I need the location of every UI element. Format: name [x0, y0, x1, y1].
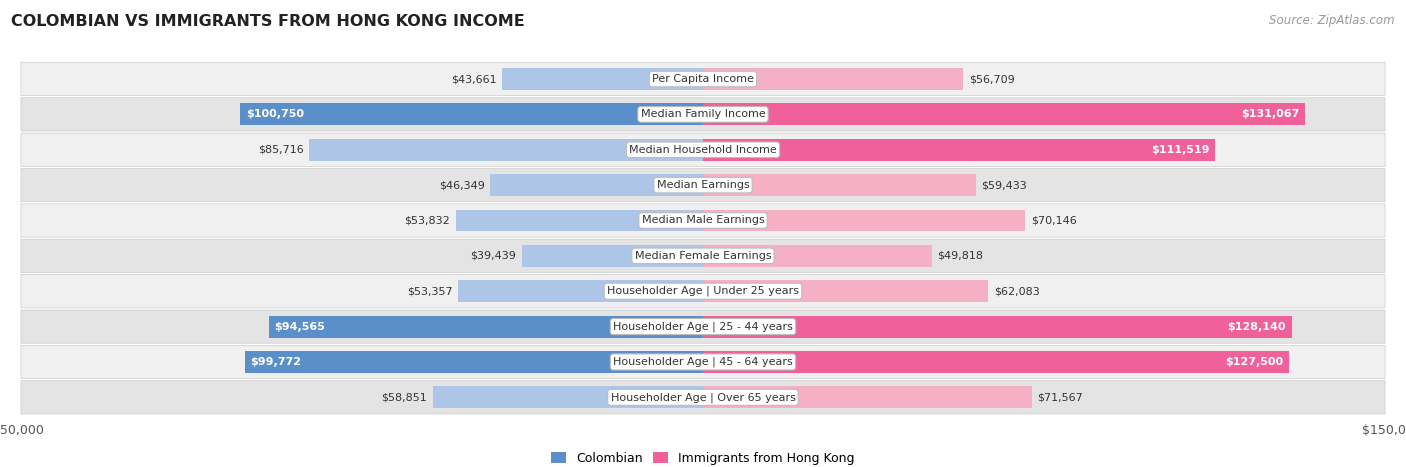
Text: $53,357: $53,357: [406, 286, 453, 296]
Text: $58,851: $58,851: [381, 392, 427, 402]
FancyBboxPatch shape: [21, 133, 1385, 166]
Text: Householder Age | 45 - 64 years: Householder Age | 45 - 64 years: [613, 357, 793, 367]
Text: $131,067: $131,067: [1241, 109, 1299, 120]
Text: Source: ZipAtlas.com: Source: ZipAtlas.com: [1270, 14, 1395, 27]
Bar: [703, 245, 932, 267]
Bar: [522, 245, 703, 267]
Text: $85,716: $85,716: [259, 145, 304, 155]
Text: $111,519: $111,519: [1152, 145, 1209, 155]
Bar: [703, 174, 976, 196]
Bar: [491, 174, 703, 196]
Text: COLOMBIAN VS IMMIGRANTS FROM HONG KONG INCOME: COLOMBIAN VS IMMIGRANTS FROM HONG KONG I…: [11, 14, 524, 29]
Bar: [703, 280, 988, 302]
Bar: [433, 386, 703, 408]
Text: $43,661: $43,661: [451, 74, 496, 84]
Text: $99,772: $99,772: [250, 357, 301, 367]
Text: $39,439: $39,439: [471, 251, 516, 261]
Text: Householder Age | 25 - 44 years: Householder Age | 25 - 44 years: [613, 321, 793, 332]
FancyBboxPatch shape: [21, 345, 1385, 379]
FancyBboxPatch shape: [21, 310, 1385, 343]
FancyBboxPatch shape: [21, 63, 1385, 96]
Text: $127,500: $127,500: [1225, 357, 1284, 367]
FancyBboxPatch shape: [21, 239, 1385, 272]
Text: $62,083: $62,083: [994, 286, 1039, 296]
Text: $59,433: $59,433: [981, 180, 1028, 190]
Text: $100,750: $100,750: [246, 109, 304, 120]
Text: Median Earnings: Median Earnings: [657, 180, 749, 190]
FancyBboxPatch shape: [21, 169, 1385, 202]
FancyBboxPatch shape: [21, 204, 1385, 237]
Bar: [703, 139, 1215, 161]
Bar: [703, 351, 1289, 373]
Bar: [703, 386, 1032, 408]
Text: $46,349: $46,349: [439, 180, 485, 190]
Bar: [245, 351, 703, 373]
Text: Median Male Earnings: Median Male Earnings: [641, 215, 765, 226]
FancyBboxPatch shape: [21, 98, 1385, 131]
Bar: [309, 139, 703, 161]
Text: $49,818: $49,818: [938, 251, 983, 261]
Text: $70,146: $70,146: [1031, 215, 1077, 226]
Bar: [269, 316, 703, 338]
Bar: [703, 68, 963, 90]
Bar: [458, 280, 703, 302]
Bar: [456, 210, 703, 232]
Text: $128,140: $128,140: [1227, 322, 1286, 332]
Text: $94,565: $94,565: [274, 322, 325, 332]
Text: Householder Age | Over 65 years: Householder Age | Over 65 years: [610, 392, 796, 403]
Text: Median Household Income: Median Household Income: [628, 145, 778, 155]
Bar: [502, 68, 703, 90]
Text: Per Capita Income: Per Capita Income: [652, 74, 754, 84]
FancyBboxPatch shape: [21, 275, 1385, 308]
Text: $53,832: $53,832: [405, 215, 450, 226]
Text: $71,567: $71,567: [1038, 392, 1083, 402]
Text: Householder Age | Under 25 years: Householder Age | Under 25 years: [607, 286, 799, 297]
Bar: [703, 210, 1025, 232]
Text: Median Family Income: Median Family Income: [641, 109, 765, 120]
Legend: Colombian, Immigrants from Hong Kong: Colombian, Immigrants from Hong Kong: [551, 452, 855, 465]
Text: $56,709: $56,709: [969, 74, 1015, 84]
FancyBboxPatch shape: [21, 381, 1385, 414]
Bar: [240, 103, 703, 125]
Bar: [703, 103, 1305, 125]
Bar: [703, 316, 1292, 338]
Text: Median Female Earnings: Median Female Earnings: [634, 251, 772, 261]
